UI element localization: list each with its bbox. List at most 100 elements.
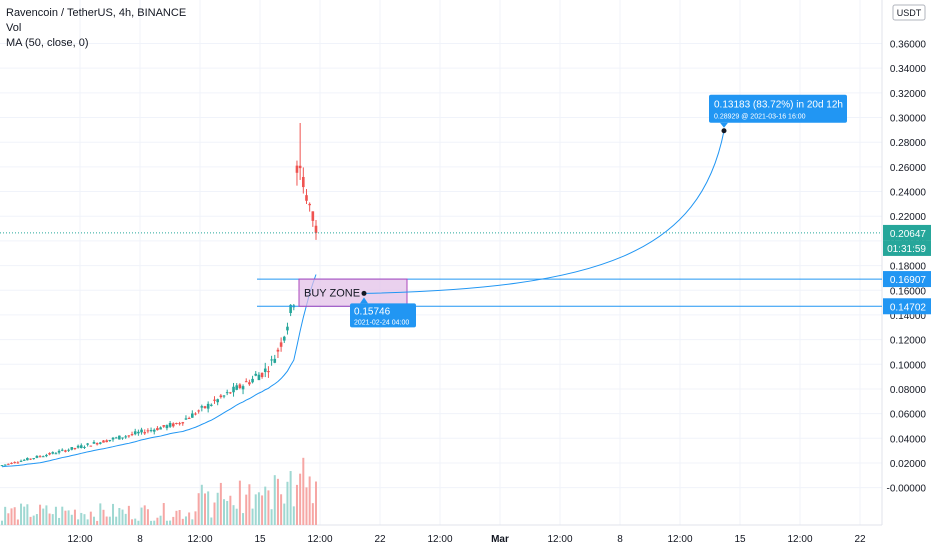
volume-bar <box>223 499 226 525</box>
volume-bar <box>245 494 248 525</box>
candle-body <box>273 358 277 363</box>
x-tick-label: 12:00 <box>187 534 212 545</box>
candle-body <box>64 450 67 452</box>
projection-curve[interactable] <box>363 130 725 294</box>
volume-bar <box>77 519 80 525</box>
volume-bar <box>295 484 298 525</box>
y-tick-label: 0.12000 <box>890 336 927 347</box>
y-tick-label: 0.10000 <box>890 360 927 371</box>
volume-bar <box>143 505 146 525</box>
volume-bar <box>311 503 314 525</box>
volume-bar <box>226 500 229 525</box>
candles <box>0 122 318 467</box>
x-tick-label: 8 <box>137 534 143 545</box>
candle-body <box>121 437 124 439</box>
candle-body <box>178 423 181 425</box>
y-tick-label: 0.04000 <box>890 434 927 445</box>
candle-body <box>206 403 210 409</box>
volume-bar <box>276 478 279 525</box>
candle-body <box>89 445 93 447</box>
x-tick-label: 12:00 <box>307 534 332 545</box>
y-tick-label: 0.18000 <box>890 262 927 273</box>
volume-bar <box>96 520 99 525</box>
candle-body <box>146 430 150 432</box>
volume-bar <box>305 487 308 525</box>
candle-body <box>79 445 83 448</box>
candle-body <box>200 406 204 408</box>
candle-body <box>162 425 166 427</box>
y-tick-label: -0.00000 <box>887 484 927 495</box>
volume-bar <box>124 513 127 525</box>
candle-body <box>76 445 80 448</box>
candle-body <box>197 410 200 412</box>
candle-body <box>229 392 232 394</box>
candle-body <box>140 429 143 433</box>
candle-body <box>282 336 286 341</box>
volume-bar <box>86 519 89 525</box>
volume-bar <box>203 493 206 525</box>
volume-bar <box>48 513 51 525</box>
start-point-tooltip: 0.15746 2021-02-24 04:00 <box>350 297 416 328</box>
volume-bar <box>251 508 254 525</box>
volume-bar <box>270 509 273 525</box>
volume-bar <box>242 513 245 525</box>
volume-bar <box>286 481 289 525</box>
y-axis[interactable]: -0.00000 0.02000 0.04000 0.06000 0.08000 0.10… <box>881 0 927 525</box>
candle-body <box>70 447 74 450</box>
y-tick-label: 0.02000 <box>890 459 927 470</box>
x-tick-label: 12:00 <box>547 534 572 545</box>
y-tick-label: 0.22000 <box>890 212 927 223</box>
target-point-marker <box>721 128 727 134</box>
y-tick-label: 0.32000 <box>890 89 927 100</box>
candle-body <box>57 450 61 453</box>
volume-bar <box>51 514 54 525</box>
candle-body <box>241 386 245 390</box>
volume-bar <box>99 503 102 525</box>
candle-body <box>308 203 311 206</box>
volume-bar <box>232 505 235 525</box>
volume-bar <box>254 494 257 525</box>
candle-body <box>286 326 289 331</box>
volume-bar <box>115 516 118 525</box>
candle-body <box>29 458 32 460</box>
volume-bar <box>156 517 159 525</box>
candle-body <box>19 460 23 462</box>
volume-bar <box>315 481 317 525</box>
volume-bar <box>1 520 3 525</box>
candle-body <box>279 342 283 347</box>
buy-zone-label: BUY ZONE <box>304 288 360 300</box>
candle-body <box>216 399 219 403</box>
volume-bar <box>35 514 38 525</box>
candle-body <box>26 457 29 461</box>
candle-body <box>314 225 318 233</box>
legend-symbol: Ravencoin / TetherUS, 4h, BINANCE <box>6 7 187 19</box>
candle-body <box>35 455 39 458</box>
start-point-date: 2021-02-24 04:00 <box>354 319 409 326</box>
candle-body <box>276 349 280 352</box>
volume-bar <box>10 508 13 525</box>
candle-body <box>257 374 261 381</box>
candle-body <box>54 453 58 455</box>
y-tick-label: 0.28000 <box>890 138 927 149</box>
candle-body <box>137 431 140 434</box>
x-tick-label: Mar <box>491 534 509 545</box>
candle-body <box>302 176 305 188</box>
candle-body <box>171 423 175 427</box>
volume-bar <box>118 507 121 525</box>
candle-body <box>127 435 131 437</box>
candle-body <box>305 195 308 201</box>
volume-bar <box>162 503 165 525</box>
legend-ma: MA (50, close, 0) <box>6 37 89 49</box>
candle-body <box>219 395 223 398</box>
start-point-value: 0.15746 <box>354 306 391 317</box>
candle-body <box>168 422 172 427</box>
volume-bar <box>169 520 172 525</box>
candle-body <box>175 422 178 424</box>
candle-body <box>210 404 213 406</box>
volume-bar <box>184 516 187 525</box>
volume-bar <box>58 517 61 525</box>
volume-bar <box>273 475 276 525</box>
volume-bar <box>175 510 178 525</box>
x-axis[interactable]: 12:00 8 12:00 15 12:00 22 12:00 Mar 12:00 8 12:00 1… <box>0 524 882 545</box>
